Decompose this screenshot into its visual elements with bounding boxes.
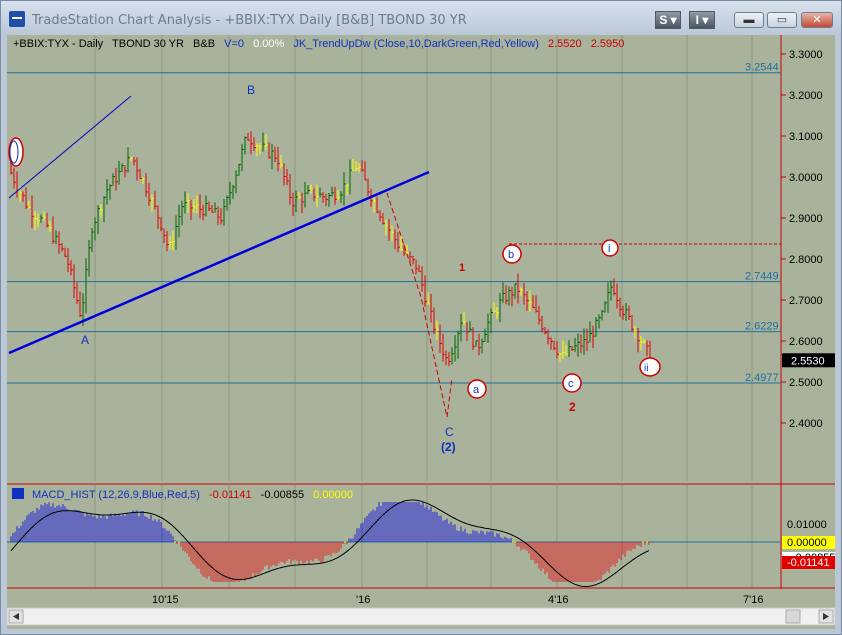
legend-symbol: +BBIX:TYX - Daily	[13, 38, 104, 50]
svg-text:ii: ii	[644, 363, 648, 374]
level-label: 2.7449	[745, 271, 779, 283]
level-lines: 3.2544 2.7449 2.6229 2.4977	[7, 62, 781, 384]
price-bars	[10, 131, 652, 367]
time-tick-716: 7'16	[743, 594, 763, 606]
circle-label-ii: ii	[639, 357, 661, 377]
price-tick-label: 3.0000	[789, 172, 823, 184]
price-tick-label: 3.3000	[789, 49, 823, 61]
upper-trendline[interactable]	[8, 95, 132, 199]
svg-text:0.01000: 0.01000	[787, 519, 827, 531]
level-label: 2.4977	[745, 372, 779, 384]
chart-area[interactable]: 3.3000 3.2000 3.1000 3.0000 2.9000 2.8000 2.70…	[7, 35, 835, 629]
price-tick-label: 2.9000	[789, 213, 823, 225]
macd-histogram	[10, 502, 650, 582]
time-tick-16: '16	[356, 594, 370, 606]
price-tick-label: 3.2000	[789, 90, 823, 102]
macd-legend: MACD_HIST (12,26,9,Blue,Red,5) -0.01141 …	[32, 489, 353, 501]
svg-text:-0.01141: -0.01141	[787, 557, 830, 569]
main-trendline[interactable]	[8, 170, 430, 355]
legend-indicator-value-2: 2.5950	[591, 38, 625, 50]
circle-label-i: i	[601, 239, 619, 257]
level-label: 2.6229	[745, 321, 779, 333]
scrollbar-thumb	[785, 609, 801, 624]
legend-indicator: JK_TrendUpDw (Close,10,DarkGreen,Red,Yel…	[293, 38, 539, 50]
svg-text:i: i	[608, 243, 610, 255]
chart-legend: +BBIX:TYX - Daily TBOND 30 YR B&B V=0 0.…	[13, 38, 624, 50]
macd-value-1: -0.01141	[209, 489, 252, 501]
macd-label: MACD_HIST (12,26,9,Blue,Red,5)	[32, 489, 200, 501]
wave-c-dashed-line[interactable]	[386, 192, 453, 418]
window-title: TradeStation Chart Analysis - +BBIX:TYX …	[32, 13, 467, 28]
macd-signal-line	[10, 499, 650, 587]
wave-label-2-red: 2	[569, 400, 576, 414]
macd-value-3: 0.00000	[313, 489, 353, 501]
legend-volume: V=0	[224, 38, 244, 50]
svg-text:c: c	[568, 378, 574, 390]
macd-axis: 0.01000 0.00000 -0.00855 -0.01141	[782, 519, 835, 569]
title-bar[interactable]: TradeStation Chart Analysis - +BBIX:TYX …	[1, 1, 841, 35]
legend-description: TBOND 30 YR	[112, 38, 184, 50]
vertical-grid	[94, 35, 753, 588]
svg-text:0.00000: 0.00000	[787, 537, 827, 549]
macd-indicator-icon[interactable]	[12, 488, 24, 499]
price-tick-label: 2.5000	[789, 377, 823, 389]
macd-value-2: -0.00855	[261, 489, 304, 501]
legend-indicator-value-1: 2.5520	[548, 38, 582, 50]
svg-text:a: a	[473, 384, 480, 396]
circle-label-c: c	[562, 373, 582, 393]
price-tick-label: 2.8000	[789, 254, 823, 266]
legend-change: 0.00%	[253, 38, 284, 50]
info-button[interactable]: I ▾	[689, 11, 715, 29]
time-axis: 10'15 '16 4'16 7'16	[152, 594, 763, 606]
wave-label-1-red: 1	[459, 262, 465, 274]
price-axis: 3.3000 3.2000 3.1000 3.0000 2.9000 2.8000 2.70…	[781, 49, 835, 430]
time-tick-1015: 10'15	[152, 594, 179, 606]
wave-label-2-blue: (2)	[441, 440, 456, 454]
last-price-box	[782, 353, 835, 368]
circle-label-b: b	[502, 244, 522, 264]
level-label: 3.2544	[745, 62, 779, 74]
time-tick-416: 4'16	[548, 594, 568, 606]
price-tick-label: 2.7000	[789, 295, 823, 307]
horizontal-scrollbar[interactable]	[7, 607, 835, 626]
price-tick-label: 2.4000	[789, 418, 823, 430]
price-tick-label: 2.6000	[789, 336, 823, 348]
maximize-icon[interactable]: ▭	[767, 12, 797, 28]
legend-tag: B&B	[193, 38, 215, 50]
svg-text:b: b	[508, 249, 514, 261]
tradestation-icon	[9, 11, 25, 27]
price-pane	[7, 35, 781, 481]
close-icon[interactable]: ✕	[801, 12, 833, 28]
price-axis-pane	[781, 35, 835, 481]
price-chart[interactable]: 3.3000 3.2000 3.1000 3.0000 2.9000 2.8000 2.70…	[7, 35, 835, 629]
price-tick-label: 3.1000	[789, 131, 823, 143]
circle-label-i-left	[8, 137, 24, 167]
macd-pane	[7, 485, 781, 589]
wave-label-b-upper: B	[247, 83, 255, 97]
last-price-label: 2.5530	[791, 355, 825, 367]
wave-label-c-upper: C	[445, 425, 454, 439]
wave-label-a-upper: A	[81, 333, 89, 347]
symbol-link-button[interactable]: S ▾	[655, 11, 681, 29]
circle-label-a: a	[467, 379, 487, 399]
minimize-icon[interactable]: ▬	[734, 12, 764, 28]
